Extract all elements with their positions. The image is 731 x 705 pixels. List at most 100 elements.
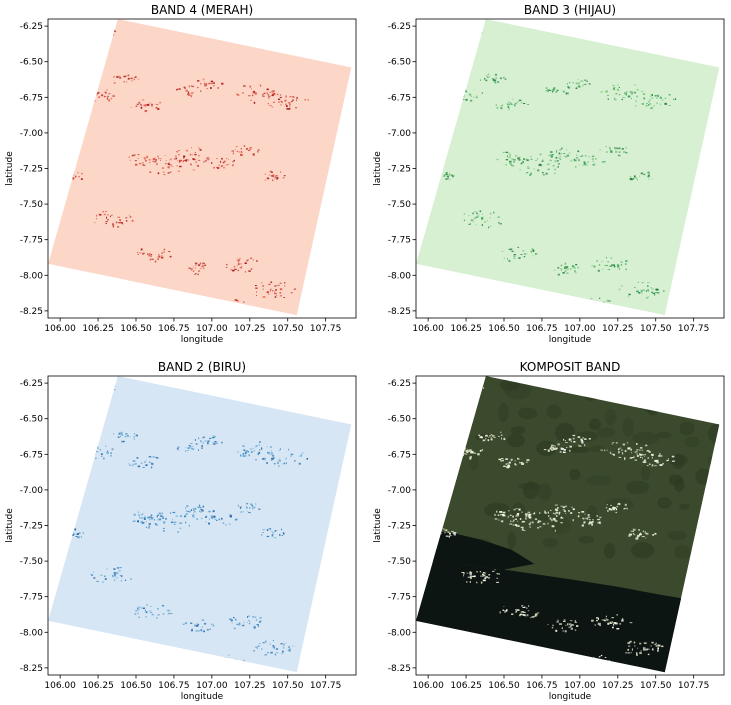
cloud-speck <box>225 524 227 526</box>
cloud-speck <box>598 303 601 305</box>
y-tick-label: -8.25 <box>388 307 411 317</box>
y-tick-label: -6.50 <box>20 58 44 68</box>
cloud-speck <box>135 164 138 166</box>
cloud-speck <box>465 100 467 102</box>
cloud-speck <box>256 445 258 447</box>
cloud-speck <box>607 98 609 100</box>
cloud-speck <box>185 521 187 524</box>
cloud-speck <box>167 166 170 168</box>
cloud-speck <box>243 301 245 303</box>
cloud-speck <box>202 262 205 264</box>
cloud-speck <box>554 508 558 511</box>
cloud-speck <box>138 616 141 618</box>
cloud-speck <box>650 107 653 109</box>
cloud-speck <box>591 158 594 160</box>
cloud-speck <box>283 533 285 535</box>
cloud-speck <box>211 162 213 164</box>
cloud-speck <box>262 296 266 298</box>
cloud-speck <box>149 171 152 173</box>
cloud-speck <box>607 94 609 96</box>
cloud-speck <box>154 523 157 526</box>
cloud-speck <box>114 386 116 388</box>
cloud-speck <box>188 267 191 269</box>
cloud-speck <box>527 610 530 612</box>
cloud-speck <box>648 173 650 176</box>
cloud-speck <box>598 656 601 658</box>
cloud-speck <box>187 91 190 94</box>
y-tick-label: -8.25 <box>20 664 43 674</box>
cloud-speck <box>236 93 238 95</box>
terrain-patch <box>569 468 581 481</box>
terrain-patch <box>657 497 672 509</box>
cloud-speck <box>135 434 138 437</box>
cloud-speck <box>128 77 130 80</box>
cloud-speck <box>191 147 192 149</box>
cloud-speck <box>582 164 585 166</box>
cloud-speck <box>235 658 237 661</box>
cloud-speck <box>92 90 96 92</box>
cloud-speck <box>76 533 79 535</box>
cloud-speck <box>202 264 204 266</box>
cloud-speck <box>578 512 581 514</box>
cloud-speck <box>187 94 189 96</box>
cloud-speck <box>144 104 147 107</box>
cloud-speck <box>479 79 481 81</box>
cloud-speck <box>149 516 152 518</box>
terrain-patch <box>537 483 552 501</box>
cloud-speck <box>647 653 650 656</box>
cloud-speck <box>156 457 159 459</box>
cloud-speck <box>112 225 114 228</box>
cloud-speck <box>113 82 116 84</box>
cloud-speck <box>487 577 491 579</box>
cloud-speck <box>137 78 140 80</box>
cloud-speck <box>169 158 172 161</box>
cloud-speck <box>229 618 232 620</box>
cloud-speck <box>605 507 608 509</box>
cloud-speck <box>479 571 482 573</box>
cloud-speck <box>615 93 618 95</box>
cloud-speck <box>75 175 77 177</box>
cloud-speck <box>192 266 194 268</box>
cloud-speck <box>523 529 526 532</box>
cloud-speck <box>169 612 173 615</box>
cloud-speck <box>159 514 161 516</box>
cloud-speck <box>246 506 248 508</box>
cloud-speck <box>119 567 122 569</box>
cloud-speck <box>139 516 141 519</box>
cloud-speck <box>105 445 107 447</box>
cloud-speck <box>156 256 159 258</box>
cloud-speck <box>651 291 653 293</box>
cloud-speck <box>534 613 538 616</box>
cloud-speck <box>207 440 210 443</box>
cloud-speck <box>175 155 177 157</box>
cloud-speck <box>587 161 590 163</box>
cloud-speck <box>142 467 145 468</box>
cloud-speck <box>91 32 93 35</box>
cloud-speck <box>608 660 611 662</box>
cloud-speck <box>114 575 116 578</box>
cloud-speck <box>639 447 643 449</box>
cloud-speck <box>178 160 181 163</box>
cloud-speck <box>197 623 199 626</box>
x-tick-label: 107.50 <box>640 324 672 334</box>
cloud-speck <box>648 104 650 106</box>
cloud-speck <box>269 290 271 292</box>
cloud-speck <box>461 32 464 34</box>
cloud-speck <box>241 663 243 665</box>
cloud-speck <box>248 454 250 457</box>
cloud-speck <box>647 457 649 459</box>
cloud-speck <box>154 260 157 263</box>
cloud-speck <box>485 434 488 437</box>
cloud-speck <box>258 645 260 647</box>
cloud-speck <box>187 93 190 95</box>
cloud-speck <box>522 521 526 523</box>
cloud-speck <box>202 78 205 81</box>
cloud-speck <box>112 575 114 578</box>
cloud-speck <box>247 510 249 512</box>
cloud-speck <box>140 248 143 251</box>
cloud-speck <box>246 450 248 453</box>
cloud-speck <box>587 660 590 662</box>
cloud-speck <box>184 622 188 624</box>
cloud-speck <box>106 97 108 100</box>
cloud-speck <box>473 217 476 220</box>
